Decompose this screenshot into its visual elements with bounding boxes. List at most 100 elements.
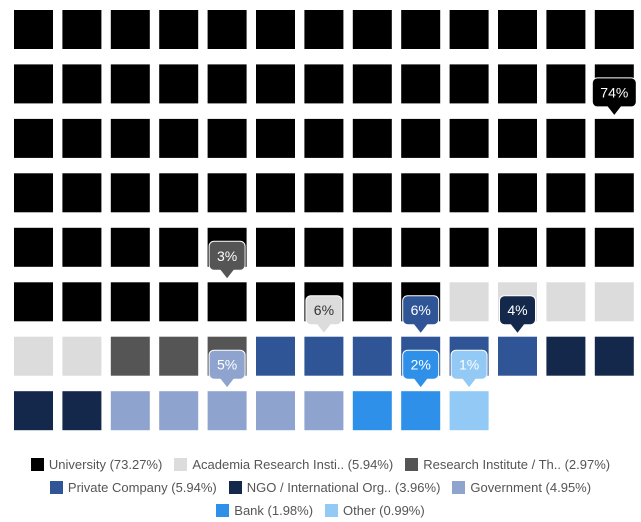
waffle-cell-university[interactable] <box>14 10 53 49</box>
waffle-cell-university[interactable] <box>594 173 634 213</box>
waffle-cell-university[interactable] <box>401 118 441 158</box>
waffle-cell-university[interactable] <box>110 173 150 213</box>
waffle-cell-university[interactable] <box>546 173 586 213</box>
waffle-cell-university[interactable] <box>207 173 247 213</box>
waffle-cell-academia-research-insti[interactable] <box>449 282 489 322</box>
waffle-cell-private-company[interactable] <box>352 336 392 376</box>
waffle-cell-university[interactable] <box>256 227 295 267</box>
waffle-cell-university[interactable] <box>498 227 537 267</box>
legend-item-bank[interactable]: Bank (1.98%) <box>216 503 313 518</box>
waffle-cell-university[interactable] <box>110 227 150 267</box>
waffle-cell-university[interactable] <box>352 173 392 213</box>
waffle-cell-university[interactable] <box>159 118 199 158</box>
waffle-cell-university[interactable] <box>449 64 489 104</box>
waffle-cell-government[interactable] <box>207 391 247 431</box>
waffle-cell-university[interactable] <box>62 118 102 158</box>
waffle-cell-university[interactable] <box>352 64 392 104</box>
waffle-cell-university[interactable] <box>256 118 295 158</box>
waffle-cell-university[interactable] <box>159 10 199 49</box>
waffle-cell-university[interactable] <box>594 10 634 49</box>
waffle-cell-university[interactable] <box>594 118 634 158</box>
waffle-cell-university[interactable] <box>352 282 392 322</box>
waffle-cell-government[interactable] <box>256 391 295 431</box>
waffle-cell-university[interactable] <box>207 282 247 322</box>
waffle-cell-university[interactable] <box>159 227 199 267</box>
waffle-cell-university[interactable] <box>401 173 441 213</box>
waffle-cell-ngo-international-org[interactable] <box>594 336 634 376</box>
waffle-cell-university[interactable] <box>449 118 489 158</box>
legend-item-research-institute[interactable]: Research Institute / Th.. (2.97%) <box>405 457 610 472</box>
waffle-cell-bank[interactable] <box>352 391 392 431</box>
waffle-cell-university[interactable] <box>449 10 489 49</box>
waffle-cell-university[interactable] <box>304 173 344 213</box>
waffle-cell-university[interactable] <box>159 173 199 213</box>
waffle-cell-university[interactable] <box>304 64 344 104</box>
waffle-cell-ngo-international-org[interactable] <box>14 391 53 431</box>
waffle-cell-university[interactable] <box>110 64 150 104</box>
legend-item-ngo[interactable]: NGO / International Org.. (3.96%) <box>228 480 440 495</box>
waffle-cell-university[interactable] <box>546 118 586 158</box>
waffle-cell-university[interactable] <box>14 118 53 158</box>
waffle-cell-university[interactable] <box>498 10 537 49</box>
waffle-cell-university[interactable] <box>14 173 53 213</box>
waffle-cell-university[interactable] <box>498 173 537 213</box>
waffle-cell-university[interactable] <box>304 10 344 49</box>
waffle-cell-university[interactable] <box>256 10 295 49</box>
waffle-cell-private-company[interactable] <box>256 336 295 376</box>
waffle-cell-university[interactable] <box>62 64 102 104</box>
waffle-cell-ngo-international-org[interactable] <box>62 391 102 431</box>
waffle-cell-university[interactable] <box>352 227 392 267</box>
waffle-cell-private-company[interactable] <box>498 336 537 376</box>
waffle-cell-government[interactable] <box>110 391 150 431</box>
legend-item-university[interactable]: University (73.27%) <box>30 457 162 472</box>
waffle-cell-university[interactable] <box>62 227 102 267</box>
waffle-cell-other[interactable] <box>449 391 489 431</box>
waffle-cell-university[interactable] <box>304 227 344 267</box>
waffle-cell-university[interactable] <box>62 173 102 213</box>
waffle-cell-government[interactable] <box>159 391 199 431</box>
waffle-cell-research-institute-th[interactable] <box>110 336 150 376</box>
waffle-cell-university[interactable] <box>14 227 53 267</box>
waffle-cell-university[interactable] <box>498 118 537 158</box>
legend-item-academia[interactable]: Academia Research Insti.. (5.94%) <box>174 457 393 472</box>
waffle-cell-university[interactable] <box>546 64 586 104</box>
waffle-cell-university[interactable] <box>159 64 199 104</box>
waffle-cell-university[interactable] <box>207 118 247 158</box>
waffle-cell-university[interactable] <box>498 64 537 104</box>
waffle-cell-university[interactable] <box>546 10 586 49</box>
waffle-cell-university[interactable] <box>546 227 586 267</box>
waffle-cell-private-company[interactable] <box>304 336 344 376</box>
waffle-cell-university[interactable] <box>110 282 150 322</box>
waffle-cell-university[interactable] <box>304 118 344 158</box>
waffle-cell-academia-research-insti[interactable] <box>62 336 102 376</box>
legend-item-other[interactable]: Other (0.99%) <box>325 503 425 518</box>
waffle-cell-university[interactable] <box>256 64 295 104</box>
waffle-cell-research-institute-th[interactable] <box>159 336 199 376</box>
waffle-cell-university[interactable] <box>14 282 53 322</box>
waffle-cell-university[interactable] <box>110 10 150 49</box>
waffle-cell-university[interactable] <box>594 227 634 267</box>
waffle-cell-university[interactable] <box>62 10 102 49</box>
waffle-cell-university[interactable] <box>449 173 489 213</box>
waffle-cell-university[interactable] <box>207 10 247 49</box>
waffle-cell-university[interactable] <box>401 227 441 267</box>
waffle-cell-government[interactable] <box>304 391 344 431</box>
legend-item-government[interactable]: Government (4.95%) <box>452 480 591 495</box>
waffle-cell-university[interactable] <box>110 118 150 158</box>
waffle-cell-university[interactable] <box>401 10 441 49</box>
waffle-cell-academia-research-insti[interactable] <box>594 282 634 322</box>
waffle-cell-bank[interactable] <box>401 391 441 431</box>
waffle-cell-academia-research-insti[interactable] <box>546 282 586 322</box>
waffle-cell-academia-research-insti[interactable] <box>14 336 53 376</box>
waffle-cell-university[interactable] <box>449 227 489 267</box>
waffle-cell-university[interactable] <box>401 64 441 104</box>
waffle-cell-university[interactable] <box>207 64 247 104</box>
waffle-cell-university[interactable] <box>256 282 295 322</box>
waffle-cell-university[interactable] <box>14 64 53 104</box>
legend-item-private-company[interactable]: Private Company (5.94%) <box>49 480 217 495</box>
waffle-cell-university[interactable] <box>62 282 102 322</box>
waffle-cell-ngo-international-org[interactable] <box>546 336 586 376</box>
waffle-cell-university[interactable] <box>352 118 392 158</box>
waffle-cell-university[interactable] <box>256 173 295 213</box>
waffle-cell-university[interactable] <box>352 10 392 49</box>
